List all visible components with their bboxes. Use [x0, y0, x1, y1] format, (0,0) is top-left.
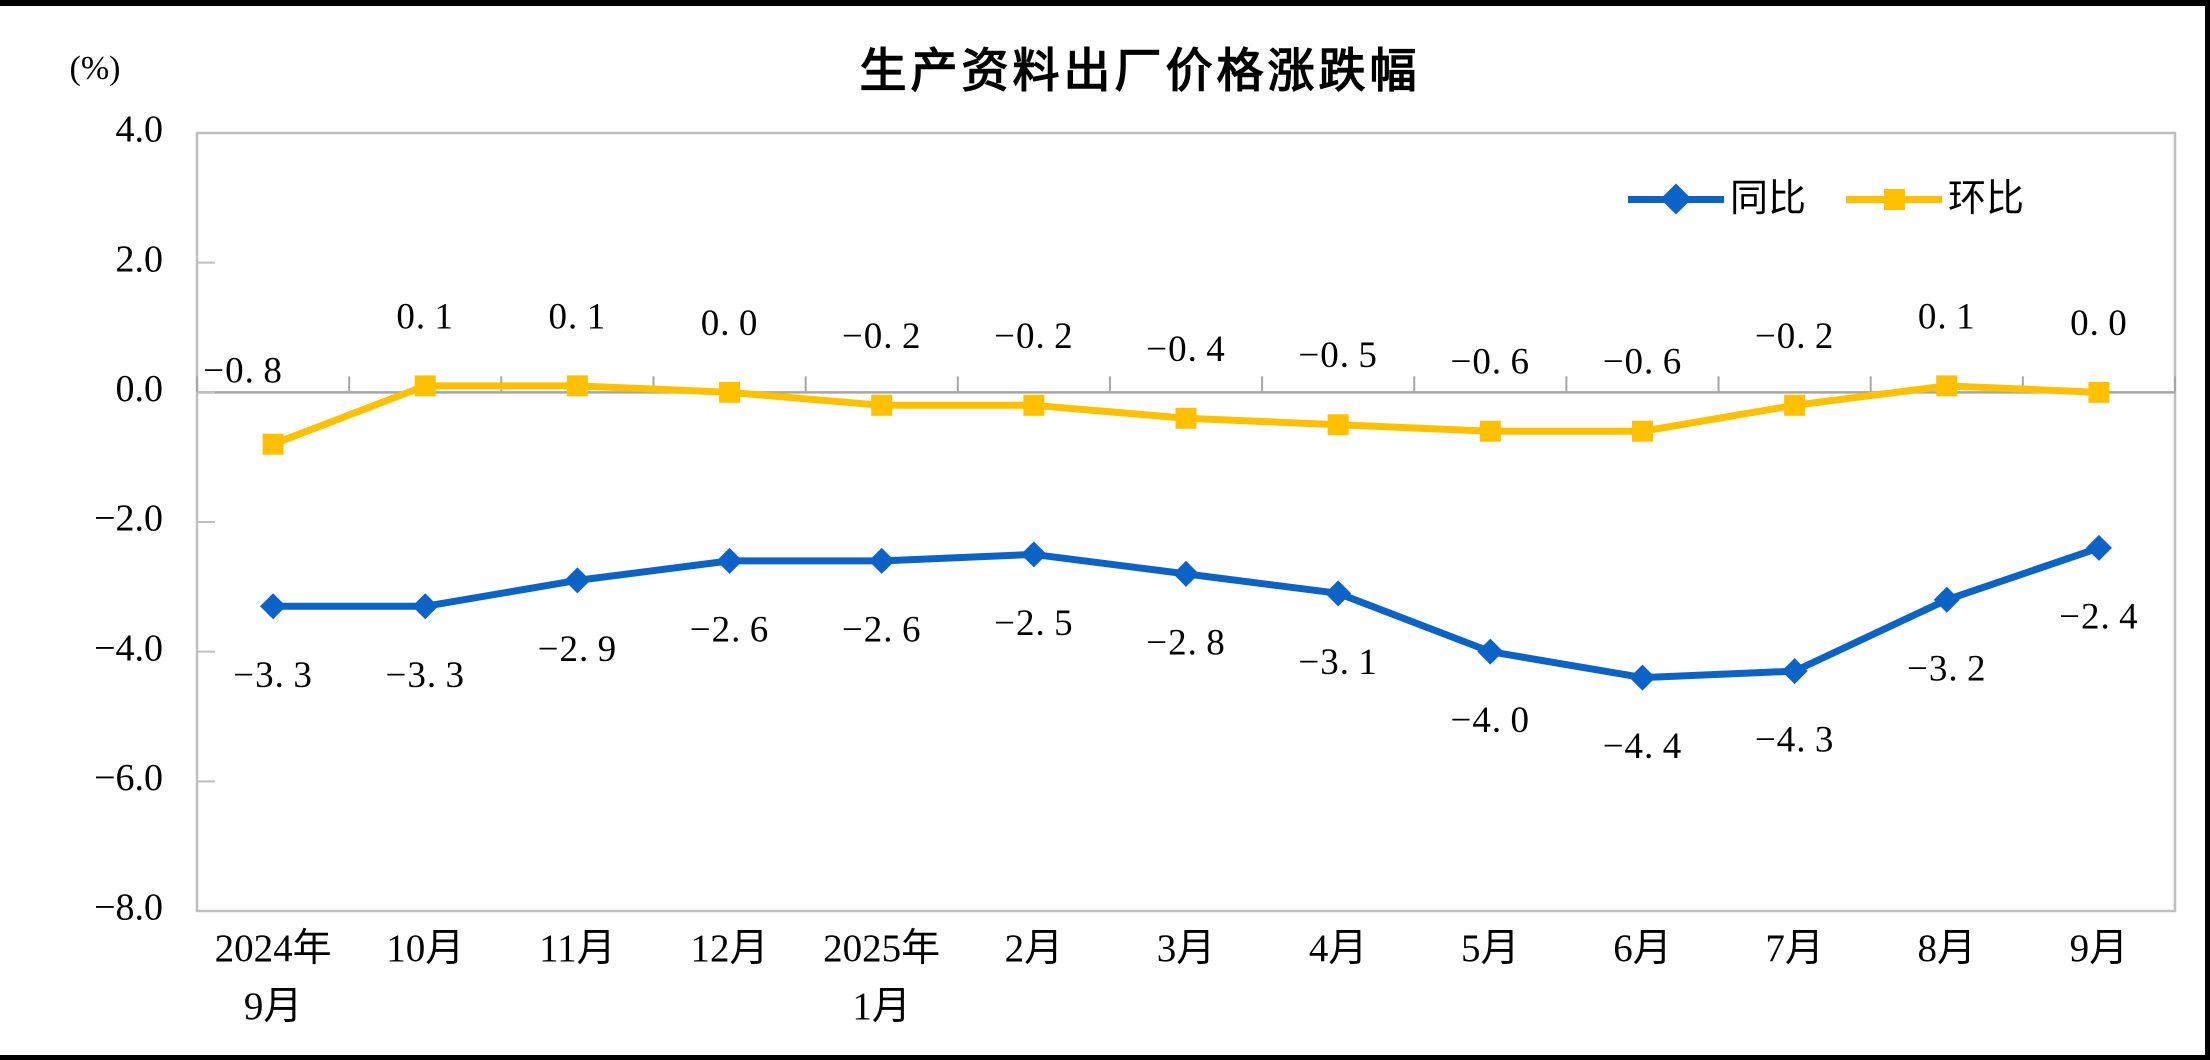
legend-label-huanbi: 环比	[1948, 178, 2025, 220]
square-marker-icon	[1631, 420, 1653, 442]
data-label: −3. 3	[233, 655, 313, 696]
x-axis-label: 2月	[1005, 927, 1064, 970]
square-marker-icon	[262, 433, 284, 455]
y-axis-label: 4.0	[116, 109, 164, 151]
y-axis-label: 2.0	[116, 238, 164, 280]
x-axis-label: 4月	[1309, 927, 1368, 970]
data-label: −3. 3	[385, 655, 465, 696]
x-axis-label: 8月	[1918, 927, 1977, 970]
data-label: 0. 0	[701, 303, 759, 344]
legend-entry-tongbi: 同比	[1628, 179, 1806, 219]
diamond-marker-icon	[412, 593, 439, 620]
y-axis-unit-label: (%)	[69, 50, 121, 87]
legend-entry-huanbi: 环比	[1846, 179, 2024, 219]
x-axis-label: 6月	[1613, 927, 1672, 970]
x-axis-label: 2025年	[823, 927, 940, 970]
chart-legend: 同比 环比	[1628, 179, 2024, 219]
data-label: −2. 6	[842, 609, 922, 650]
data-label: −2. 5	[994, 603, 1074, 644]
diamond-marker-icon	[1629, 664, 1656, 691]
data-label: −2. 6	[690, 609, 770, 650]
data-label: −0. 6	[1603, 342, 1683, 383]
data-label: 0. 0	[2070, 303, 2128, 344]
data-label: −0. 8	[203, 351, 283, 392]
square-marker-icon	[1479, 420, 1501, 442]
data-label: 0. 1	[549, 296, 607, 337]
chart-title: 生产资料出厂价格涨跌幅	[859, 44, 1421, 97]
data-label: −0. 2	[842, 316, 922, 357]
diamond-marker-icon	[564, 567, 591, 594]
data-label: −4. 4	[1603, 726, 1683, 767]
x-axis-label: 1月	[852, 985, 911, 1028]
square-marker-icon	[566, 375, 588, 397]
square-marker-icon	[1175, 407, 1197, 429]
diamond-marker-icon	[1325, 580, 1352, 607]
diamond-marker-icon	[1477, 638, 1504, 665]
square-marker-icon	[1784, 394, 1806, 416]
data-label: −4. 0	[1451, 700, 1531, 741]
data-label: −3. 2	[1907, 648, 1987, 689]
data-label: −4. 3	[1755, 720, 1835, 761]
legend-label-tongbi: 同比	[1730, 178, 1807, 220]
diamond-marker-icon	[868, 547, 895, 574]
square-marker-icon	[719, 381, 741, 403]
data-label: −0. 2	[994, 316, 1074, 357]
diamond-marker-icon	[1933, 586, 1960, 613]
y-axis-label: −4.0	[94, 627, 163, 669]
data-label: 0. 1	[396, 296, 454, 337]
y-axis-label: 0.0	[116, 368, 164, 410]
square-marker-icon	[1936, 375, 1958, 397]
diamond-marker-icon	[1173, 560, 1199, 587]
y-axis-label: −6.0	[94, 757, 163, 799]
data-label: −2. 8	[1146, 622, 1226, 663]
data-label: −0. 2	[1755, 316, 1835, 357]
x-axis-label: 9月	[244, 985, 303, 1028]
data-label: −2. 4	[2059, 596, 2139, 637]
diamond-marker-icon	[260, 593, 287, 620]
square-marker-icon	[1884, 189, 1906, 210]
line-chart-canvas: 4.0 2.0 0.0 −2.0 −4.0 −6.0 −8.0 2024年 9月 10月 11月 12…	[94, 109, 2177, 1028]
data-label: −0. 4	[1146, 329, 1226, 370]
data-label: −3. 1	[1298, 642, 1378, 683]
x-axis-label: 11月	[539, 927, 616, 970]
diamond-marker-icon	[2085, 534, 2112, 561]
x-axis-label: 7月	[1765, 927, 1824, 970]
x-axis-label: 5月	[1461, 927, 1520, 970]
square-marker-icon	[1327, 414, 1349, 436]
x-axis-label: 9月	[2070, 927, 2129, 970]
data-label: −0. 5	[1298, 335, 1378, 376]
diamond-marker-icon	[1781, 658, 1808, 685]
square-marker-icon	[1023, 394, 1045, 416]
square-marker-icon	[871, 394, 893, 416]
data-label: 0. 1	[1918, 296, 1976, 337]
square-marker-icon	[414, 375, 436, 397]
diamond-marker-icon	[1660, 183, 1692, 215]
y-axis-label: −8.0	[94, 887, 163, 929]
data-label: −0. 6	[1451, 342, 1531, 383]
x-axis-label: 12月	[691, 927, 769, 970]
plot-area-border	[195, 131, 2177, 913]
huanbi-line-swatch	[1846, 179, 1943, 219]
x-axis-label: 2024年	[215, 927, 332, 970]
diamond-marker-icon	[716, 547, 743, 574]
y-axis-label: −2.0	[94, 498, 163, 540]
diamond-marker-icon	[1020, 541, 1047, 568]
x-axis-label: 10月	[386, 927, 464, 970]
data-label: −2. 9	[538, 629, 618, 670]
x-axis-label: 3月	[1157, 927, 1216, 970]
square-marker-icon	[2088, 381, 2110, 403]
tongbi-line-swatch	[1628, 179, 1724, 219]
